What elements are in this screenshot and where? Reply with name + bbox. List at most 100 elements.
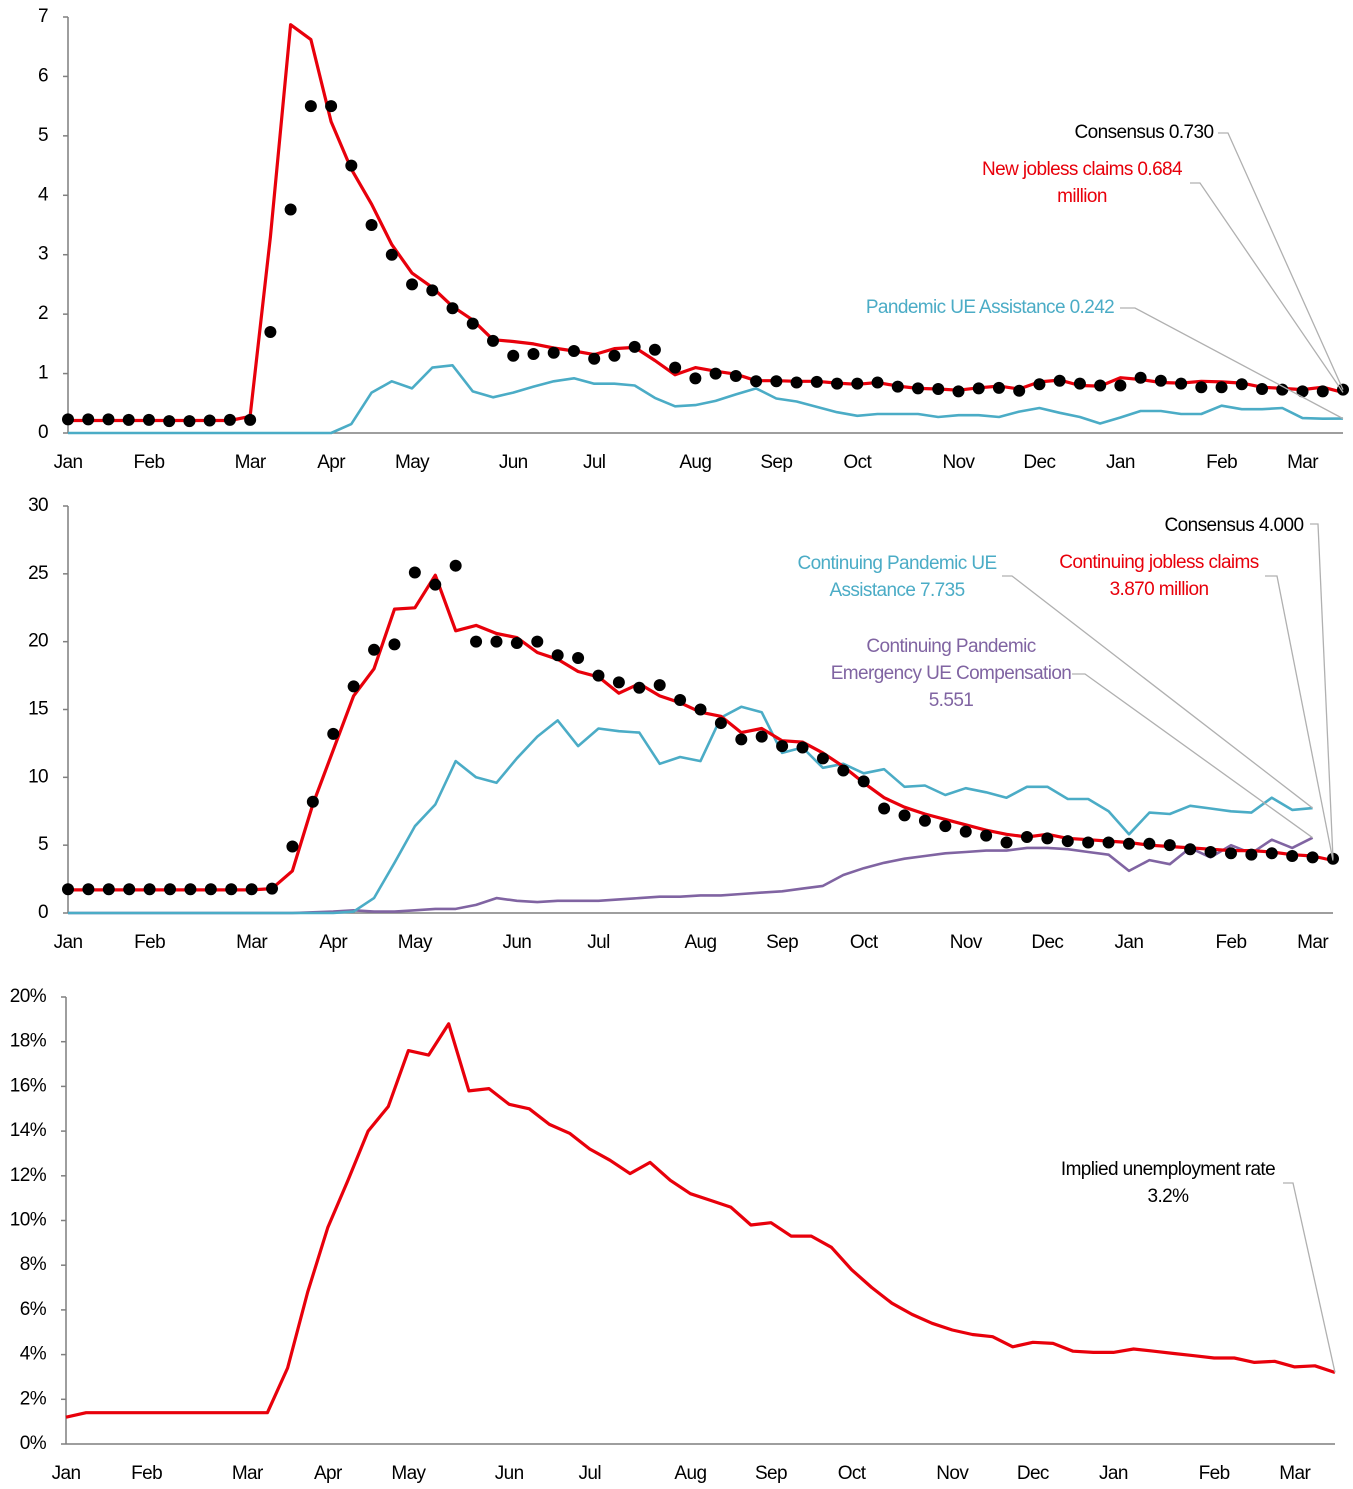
x-tick-label: Feb	[1216, 932, 1247, 953]
leader-line	[1265, 575, 1334, 861]
consensus-dot	[918, 814, 931, 827]
consensus-dot	[1000, 836, 1013, 849]
x-tick-label: Oct	[843, 452, 872, 473]
consensus-dot	[1256, 383, 1269, 396]
x-tick-label: Jan	[1099, 1463, 1128, 1484]
annotation: Pandemic UE Assistance 0.242	[866, 297, 1114, 318]
annotation: Continuing Pandemic	[866, 636, 1035, 657]
x-tick-label: Feb	[133, 452, 164, 473]
consensus-dot	[1082, 836, 1095, 849]
consensus-dot	[776, 740, 789, 753]
consensus-dot	[266, 882, 279, 895]
y-tick-label: 4	[38, 184, 49, 205]
y-tick-label: 2%	[20, 1388, 47, 1409]
consensus-dot	[1102, 836, 1115, 849]
consensus-dot	[796, 741, 809, 754]
consensus-dot	[972, 382, 985, 395]
consensus-dot	[204, 883, 217, 896]
x-tick-label: Feb	[1199, 1463, 1230, 1484]
x-tick-label: Mar	[232, 1463, 264, 1484]
consensus-dot	[1204, 845, 1217, 858]
consensus-dot	[1215, 381, 1228, 394]
consensus-dot	[912, 382, 924, 395]
x-tick-label: Jan	[1115, 932, 1144, 953]
consensus-dot	[164, 883, 177, 896]
y-tick-label: 18%	[10, 1031, 47, 1052]
y-tick-label: 20%	[10, 986, 47, 1007]
series-line	[68, 364, 1344, 435]
x-tick-label: Oct	[838, 1463, 867, 1484]
consensus-dot	[225, 883, 238, 896]
consensus-dot	[1235, 378, 1248, 391]
leader-line	[1002, 575, 1313, 809]
y-tick-label: 6%	[20, 1299, 47, 1320]
y-tick-label: 30	[28, 495, 48, 516]
leader-line	[1120, 307, 1344, 420]
consensus-dot	[142, 413, 155, 426]
consensus-dot	[62, 413, 74, 426]
x-tick-label: Jul	[578, 1463, 601, 1484]
x-tick-label: Apr	[319, 932, 348, 953]
consensus-dot	[102, 413, 115, 426]
consensus-dot	[449, 559, 462, 572]
y-tick-label: 14%	[10, 1120, 47, 1141]
leader-line	[1218, 132, 1344, 390]
x-tick-label: Nov	[936, 1463, 969, 1484]
consensus-dot	[490, 635, 503, 648]
x-tick-label: Mar	[1297, 932, 1329, 953]
consensus-dot	[286, 840, 299, 853]
consensus-dot	[992, 381, 1005, 394]
x-tick-label: Dec	[1017, 1463, 1049, 1484]
consensus-dot	[527, 347, 540, 360]
consensus-dot	[714, 717, 727, 730]
leader-line	[1283, 1182, 1336, 1373]
consensus-dot	[1306, 851, 1319, 864]
consensus-dot	[816, 752, 829, 765]
consensus-dot	[669, 361, 682, 374]
series-line	[68, 573, 1334, 892]
consensus-dot	[408, 566, 421, 579]
x-tick-label: Feb	[1206, 452, 1237, 473]
y-tick-label: 0	[38, 422, 48, 443]
consensus-dot	[347, 680, 360, 693]
y-tick-label: 10%	[10, 1210, 47, 1231]
x-tick-label: Apr	[317, 452, 346, 473]
consensus-dot	[810, 375, 823, 388]
consensus-dot	[1073, 377, 1086, 390]
consensus-dot	[368, 643, 381, 656]
x-tick-label: Nov	[942, 452, 975, 473]
consensus-dot	[1114, 379, 1127, 392]
consensus-dot	[223, 413, 236, 426]
consensus-dot	[1013, 384, 1026, 397]
leader-line	[1310, 523, 1334, 859]
consensus-dot	[1061, 835, 1074, 848]
x-tick-label: Jan	[52, 1463, 81, 1484]
consensus-dot	[82, 883, 95, 896]
consensus-dot	[123, 883, 136, 896]
x-tick-label: Aug	[679, 452, 711, 473]
x-tick-label: Mar	[1279, 1463, 1311, 1484]
consensus-dot	[82, 413, 95, 426]
consensus-dot	[633, 681, 646, 694]
x-tick-label: Jun	[495, 1463, 524, 1484]
x-tick-label: Jul	[587, 932, 610, 953]
y-tick-label: 2	[38, 303, 48, 324]
annotation: Continuing jobless claims	[1059, 552, 1258, 573]
consensus-dot	[1296, 385, 1309, 398]
leader-line	[1072, 673, 1313, 839]
consensus-dot	[689, 372, 702, 385]
consensus-dot	[980, 829, 993, 842]
consensus-dot	[551, 649, 564, 662]
x-tick-label: Mar	[235, 452, 267, 473]
consensus-dot	[1020, 831, 1033, 844]
annotation: 3.870 million	[1110, 579, 1209, 600]
consensus-dot	[1245, 848, 1258, 861]
y-tick-label: 7	[38, 6, 48, 27]
y-tick-label: 1	[38, 363, 48, 384]
consensus-dot	[770, 375, 783, 388]
annotation: 5.551	[929, 690, 974, 711]
consensus-dot	[1122, 837, 1135, 850]
consensus-dot	[1041, 832, 1054, 845]
consensus-dot	[365, 219, 378, 231]
